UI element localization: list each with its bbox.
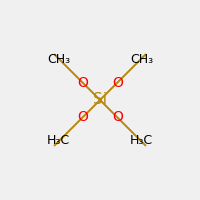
Text: O: O	[77, 110, 88, 124]
Text: O: O	[77, 76, 88, 90]
Text: O: O	[112, 110, 123, 124]
Text: Si: Si	[93, 92, 107, 108]
Text: H₃C: H₃C	[130, 134, 153, 147]
Text: O: O	[112, 76, 123, 90]
Text: CH₃: CH₃	[47, 53, 70, 66]
Text: H₃C: H₃C	[47, 134, 70, 147]
Text: CH₃: CH₃	[130, 53, 153, 66]
